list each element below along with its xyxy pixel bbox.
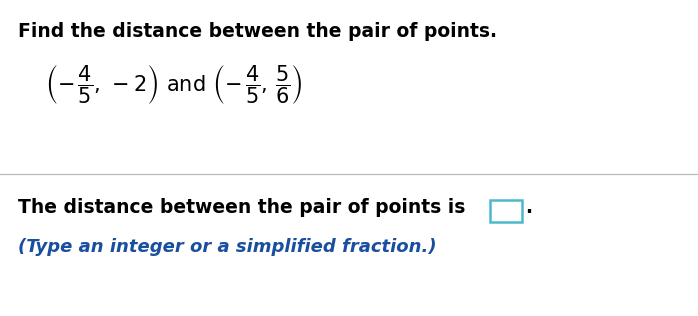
Text: $\left(-\,\dfrac{4}{5},\,-2\right)\ \mathrm{and}\ \left(-\,\dfrac{4}{5},\,\dfrac: $\left(-\,\dfrac{4}{5},\,-2\right)\ \mat… [45, 64, 303, 106]
Text: The distance between the pair of points is: The distance between the pair of points … [18, 198, 466, 217]
Text: Find the distance between the pair of points.: Find the distance between the pair of po… [18, 22, 497, 41]
Text: .: . [525, 198, 532, 217]
Bar [490, 200, 522, 222]
Text: (Type an integer or a simplified fraction.): (Type an integer or a simplified fractio… [18, 238, 437, 256]
